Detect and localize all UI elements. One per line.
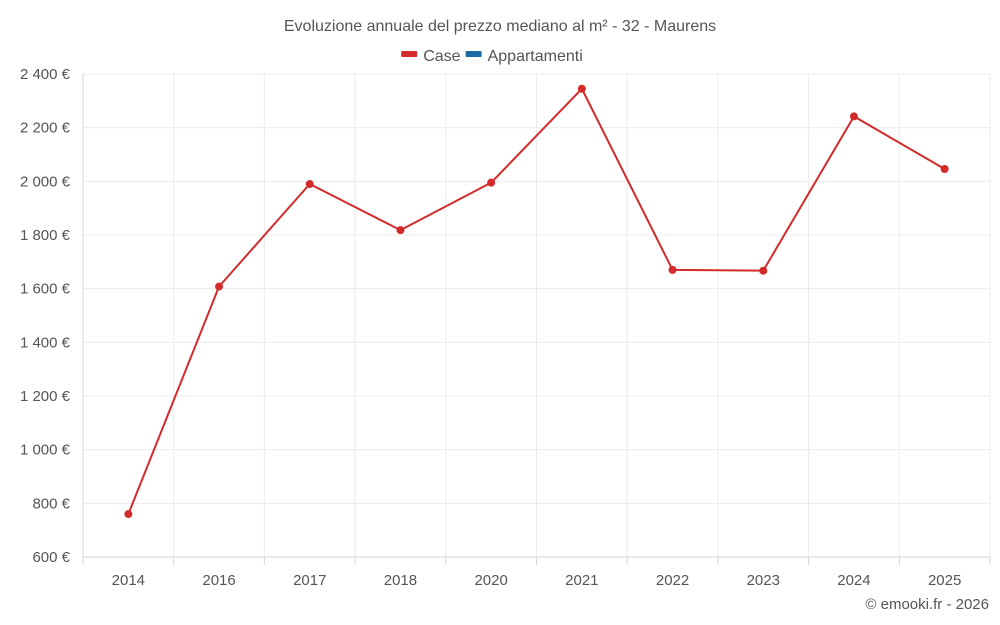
y-tick-label: 1 400 € (20, 334, 71, 351)
data-point[interactable] (849, 112, 858, 121)
data-point[interactable] (668, 265, 677, 274)
y-tick-label: 1 000 € (20, 442, 71, 459)
data-point[interactable] (396, 226, 405, 235)
data-point[interactable] (124, 510, 133, 519)
x-tick-label: 2020 (474, 572, 507, 589)
x-tick-label: 2023 (747, 572, 780, 589)
legend-swatch (465, 51, 482, 57)
y-tick-label: 1 200 € (20, 388, 71, 405)
legend-label: Appartamenti (488, 48, 583, 65)
legend-item-appartamenti[interactable]: Appartamenti (465, 48, 583, 65)
axes (82, 74, 991, 565)
y-tick-label: 1 600 € (20, 281, 71, 298)
x-tick-label: 2016 (202, 572, 235, 589)
x-tick-label: 2025 (928, 572, 961, 589)
y-tick-label: 2 200 € (20, 120, 71, 137)
legend-item-case[interactable]: Case (401, 48, 461, 65)
data-point[interactable] (305, 180, 314, 189)
x-gridlines (82, 74, 991, 557)
series-group (124, 84, 949, 519)
data-point[interactable] (215, 282, 224, 291)
chart-title: Evoluzione annuale del prezzo mediano al… (284, 18, 716, 35)
legend-swatch (401, 51, 418, 57)
x-tick-label: 2014 (112, 572, 145, 589)
y-tick-label: 1 800 € (20, 227, 71, 244)
x-tick-label: 2024 (837, 572, 870, 589)
data-point[interactable] (487, 178, 496, 187)
x-tick-label: 2022 (656, 572, 689, 589)
y-tick-label: 2 400 € (20, 66, 71, 83)
credit-text: © emooki.fr - 2026 (865, 596, 989, 613)
legend-label: Case (423, 48, 460, 65)
y-tick-label: 800 € (32, 495, 70, 512)
x-tick-label: 2021 (565, 572, 598, 589)
y-tick-label: 2 000 € (20, 173, 71, 190)
legend[interactable]: Case Appartamenti (401, 48, 583, 65)
data-point[interactable] (940, 164, 949, 173)
x-axis-labels: 2014 2016 2017 2018 2020 2021 2022 2023 2024 2025 (112, 572, 962, 589)
x-tick-label: 2017 (293, 572, 326, 589)
y-axis-labels: 600 € 800 € 1 000 € 1 200 € 1 400 € 1 600 € 1 … (20, 66, 71, 566)
y-tick-label: 600 € (32, 549, 70, 566)
data-point[interactable] (759, 266, 768, 275)
series-line-case (127, 87, 946, 515)
x-tick-label: 2018 (384, 572, 417, 589)
data-point[interactable] (577, 84, 586, 93)
